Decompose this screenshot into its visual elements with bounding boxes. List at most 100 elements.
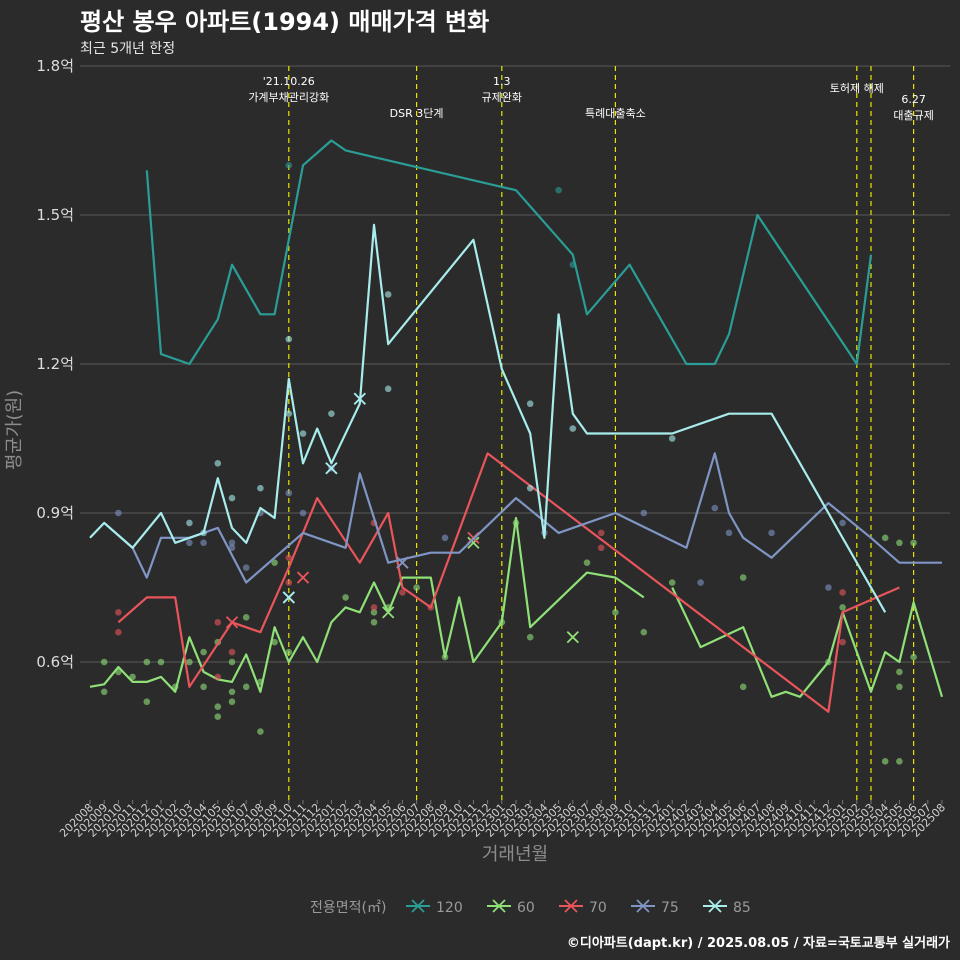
cross-marker-70 [225,616,239,629]
data-point-60 [640,628,648,636]
legend-label: 120 [436,900,463,916]
data-point-75 [725,529,733,537]
data-point-75 [299,509,307,517]
data-point-60 [186,658,193,666]
data-point-75 [640,509,648,517]
data-point-60 [896,668,903,676]
legend-item-70: 70 [559,899,607,916]
y-tick-label: 0.9억 [36,504,74,522]
data-point-60 [214,703,222,710]
legend-swatch-cross [411,899,425,913]
series [89,139,944,765]
data-point-60 [896,758,903,765]
data-point-70 [115,609,122,616]
data-point-60 [881,534,889,542]
legend-label: 75 [661,900,679,916]
gridlines [80,65,950,663]
data-point-85 [285,410,293,417]
cross-marker-85 [282,591,295,604]
data-point-85 [186,519,193,527]
y-tick-label: 1.8억 [36,57,74,75]
data-point-70 [839,638,846,646]
policy-annotation-line: '21.10.26 [263,75,315,88]
legend-item-120: 120 [406,899,463,916]
data-point-85 [526,400,534,408]
series-line-60 [89,516,645,693]
cross-marker-85 [325,462,338,475]
data-point-60 [143,658,151,666]
data-point-75 [228,544,236,552]
y-axis-title: 평균가(원) [4,390,25,470]
data-point-60 [200,648,207,656]
data-point-70 [214,673,222,681]
cross-marker-85 [353,392,366,405]
data-point-85 [384,291,392,298]
data-point-60 [257,728,264,735]
data-point-60 [228,658,236,666]
data-point-60 [881,758,889,765]
legend-label: 85 [733,900,751,916]
data-point-75 [285,489,293,497]
policy-annotation-line: 규제완화 [482,91,522,104]
data-point-75 [825,584,832,591]
policy-annotation: 1.3 규제완화 [482,75,522,104]
policy-annotation-line: DSR 3단계 [390,107,444,120]
legend-swatch-cross [564,899,578,913]
data-point-60 [583,559,591,566]
data-point-85 [214,460,222,467]
data-point-70 [285,579,293,586]
data-point-70 [839,589,846,596]
data-point-60 [228,688,236,696]
series-line-75 [103,452,942,584]
cross-marker-75 [396,556,409,569]
data-point-60 [100,658,108,666]
data-point-75 [697,579,704,586]
policy-annotation: '21.10.26 가계부채관리강화 [248,75,329,104]
policy-annotation: 특례대출축소 [585,107,646,120]
data-point-60 [910,539,917,547]
legend-label: 60 [517,900,535,916]
legend-label: 70 [589,900,607,916]
series-85 [89,223,887,613]
data-point-60 [157,658,165,666]
data-point-60 [228,698,236,706]
policy-annotation-line: 토허제 해제 [830,81,884,95]
y-tick-label: 1.5억 [36,206,74,224]
data-point-75 [186,539,193,547]
policy-annotation-line: 1.3 [493,75,511,88]
data-point-120 [285,162,293,169]
legend-swatch-cross [492,899,506,913]
series-120 [145,139,873,366]
data-point-75 [200,539,207,547]
data-point-60 [100,688,108,696]
data-point-60 [143,698,151,706]
data-point-85 [257,484,264,492]
data-point-75 [711,504,719,512]
data-point-85 [285,335,293,343]
policy-annotation-line: 특례대출축소 [585,107,646,120]
data-point-70 [214,618,222,626]
data-point-70 [399,589,406,596]
data-point-70 [370,604,378,611]
series-60 [89,516,944,765]
data-point-70 [597,544,605,552]
chart-title: 평산 봉우 아파트(1994) 매매가격 변화 [80,8,489,36]
policy-annotation-line: 가계부채관리강화 [248,91,329,104]
series-line-85 [89,223,887,613]
data-point-60 [342,594,349,601]
data-point-60 [271,559,278,566]
legend-title: 전용면적(㎡) [310,900,386,916]
policy-annotation: 6.27 대출규제 [893,93,933,122]
data-point-85 [668,435,676,442]
data-point-70 [597,529,605,537]
data-point-85 [526,484,534,492]
data-point-75 [839,519,846,527]
y-axis-ticks: 0.6억 0.9억 1.2억 1.5억 1.8억 [36,57,74,671]
legend-item-75: 75 [631,899,679,916]
data-point-70 [285,554,293,561]
data-point-85 [384,385,392,393]
data-point-60 [668,579,676,586]
data-point-85 [328,410,335,417]
data-point-60 [739,574,747,581]
